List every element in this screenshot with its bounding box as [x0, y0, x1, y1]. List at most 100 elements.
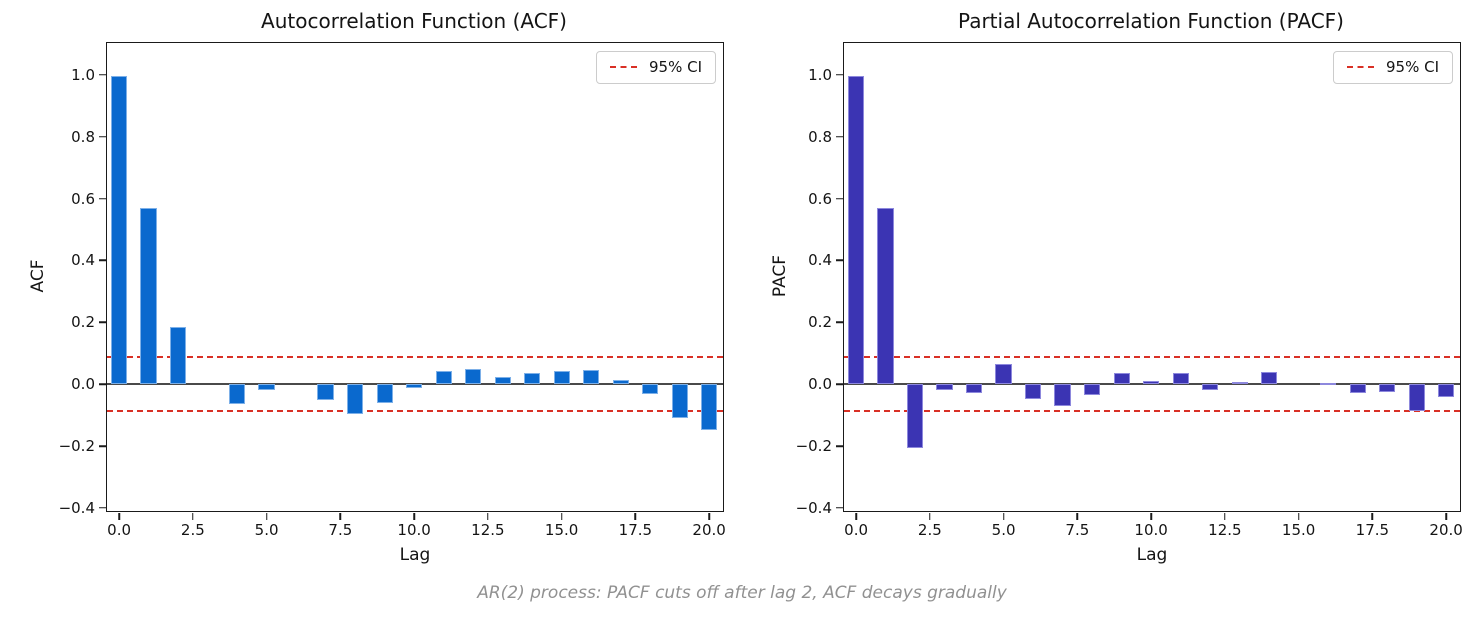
acf-bar-lag-13 [494, 377, 511, 385]
acf-x-axis-label: Lag [399, 545, 431, 565]
acf-bar-lag-15 [553, 371, 570, 385]
acf-bar-lag-20 [701, 384, 718, 430]
x-tick-mark [265, 512, 268, 520]
acf-bar-lag-18 [642, 384, 659, 395]
acf-plot-area: 95% CI Lag 1.0 0.8 0.6 0.4 0.2 0.0 −0.2 −0.4 0.0… [59, 42, 726, 565]
zero-line [844, 383, 1460, 386]
y-tick-label: 0.4 [71, 251, 95, 270]
y-tick-label: −0.2 [795, 437, 832, 456]
y-tick-mark [98, 259, 106, 262]
pacf-title: Partial Autocorrelation Function (PACF) [958, 9, 1344, 33]
y-tick-mark [98, 135, 106, 138]
x-tick-mark [1076, 512, 1079, 520]
y-tick-label: 0.0 [808, 375, 832, 394]
acf-bar-lag-14 [524, 373, 541, 385]
x-tick-mark [339, 512, 342, 520]
ci-line-lower [107, 410, 723, 413]
x-tick-label: 17.5 [1355, 521, 1390, 539]
pacf-bar-lag-3 [936, 384, 953, 391]
ci-dash-sample-icon [609, 66, 637, 68]
x-tick-mark [413, 512, 415, 520]
x-tick-label: 10.0 [397, 521, 431, 539]
pacf-bar-lag-18 [1379, 384, 1396, 392]
pacf-plot-area: 95% CI Lag 1.0 0.8 0.6 0.4 0.2 0.0 −0.2 −0.4 0.0… [796, 42, 1463, 565]
acf-bar-lag-16 [583, 370, 600, 385]
x-tick-label: 15.0 [1281, 521, 1316, 539]
ci-line-upper [107, 355, 723, 358]
x-tick-mark [1445, 512, 1447, 520]
acf-bar-lag-10 [406, 384, 423, 388]
x-tick-label: 2.5 [180, 521, 205, 539]
x-tick-label: 12.5 [1208, 521, 1242, 539]
x-tick-mark [560, 512, 563, 520]
pacf-bar-lag-0 [847, 76, 865, 385]
acf-bar-lag-12 [465, 369, 482, 385]
x-tick-label: 0.0 [844, 521, 869, 539]
y-tick-mark [98, 445, 106, 447]
pacf-y-axis-label: PACF [770, 254, 790, 298]
ci-line-upper [844, 355, 1460, 358]
x-tick-mark [1224, 512, 1226, 520]
pacf-bar-lag-5 [995, 364, 1012, 385]
pacf-bar-lag-2 [906, 384, 924, 448]
y-tick-label: 0.8 [808, 127, 832, 146]
y-tick-mark [835, 74, 843, 76]
pacf-bar-lag-8 [1083, 384, 1101, 395]
y-tick-label: 0.0 [71, 375, 95, 394]
y-tick-label: −0.4 [58, 498, 95, 517]
x-tick-mark [1002, 512, 1005, 520]
acf-bar-lag-4 [228, 384, 246, 405]
y-tick-label: 1.0 [808, 65, 832, 84]
x-tick-mark [118, 512, 120, 520]
pacf-panel: Partial Autocorrelation Function (PACF) … [742, 0, 1484, 575]
x-tick-label: 17.5 [618, 521, 653, 539]
acf-y-axis-label: ACF [28, 259, 48, 293]
pacf-bar-lag-19 [1408, 384, 1425, 412]
x-tick-label: 7.5 [328, 521, 353, 539]
acf-bar-lag-0 [110, 76, 128, 385]
x-tick-label: 7.5 [1065, 521, 1090, 539]
pacf-legend-label: 95% CI [1385, 58, 1439, 76]
x-tick-mark [634, 512, 637, 520]
y-tick-label: 0.2 [71, 313, 95, 332]
pacf-bar-lag-9 [1113, 373, 1130, 385]
pacf-legend: 95% CI [1332, 51, 1453, 84]
x-tick-label: 20.0 [1429, 521, 1463, 539]
x-tick-mark [929, 512, 931, 520]
y-tick-mark [835, 259, 843, 262]
x-tick-mark [487, 512, 489, 520]
x-tick-label: 5.0 [254, 521, 279, 539]
y-tick-label: 0.6 [808, 189, 832, 208]
pacf-bar-lag-7 [1054, 384, 1071, 407]
x-tick-label: 12.5 [471, 521, 505, 539]
x-tick-label: 10.0 [1134, 521, 1168, 539]
y-tick-label: 0.8 [71, 127, 95, 146]
acf-legend: 95% CI [595, 51, 716, 84]
x-tick-label: 5.0 [991, 521, 1016, 539]
y-tick-label: 1.0 [71, 65, 95, 84]
acf-title: Autocorrelation Function (ACF) [261, 9, 567, 33]
pacf-bar-lag-6 [1024, 384, 1042, 400]
acf-bar-lag-1 [140, 207, 157, 385]
x-tick-mark [1371, 512, 1374, 520]
y-tick-mark [98, 321, 106, 324]
acf-legend-label: 95% CI [648, 58, 702, 76]
acf-bar-lag-5 [258, 384, 275, 391]
pacf-bar-lag-13 [1231, 381, 1248, 385]
y-tick-mark [98, 383, 106, 385]
y-tick-mark [835, 135, 843, 138]
acf-bar-lag-8 [346, 384, 364, 414]
x-tick-label: 2.5 [917, 521, 942, 539]
y-tick-mark [98, 507, 106, 509]
y-tick-label: 0.4 [808, 251, 832, 270]
x-tick-label: 0.0 [107, 521, 132, 539]
pacf-bar-lag-14 [1261, 371, 1278, 385]
y-tick-mark [835, 197, 843, 200]
y-tick-mark [835, 383, 843, 385]
y-tick-label: −0.4 [795, 498, 832, 517]
pacf-bar-lag-16 [1320, 382, 1337, 385]
y-tick-label: 0.6 [71, 189, 95, 208]
pacf-bar-lag-17 [1349, 384, 1366, 394]
y-tick-mark [835, 321, 843, 324]
